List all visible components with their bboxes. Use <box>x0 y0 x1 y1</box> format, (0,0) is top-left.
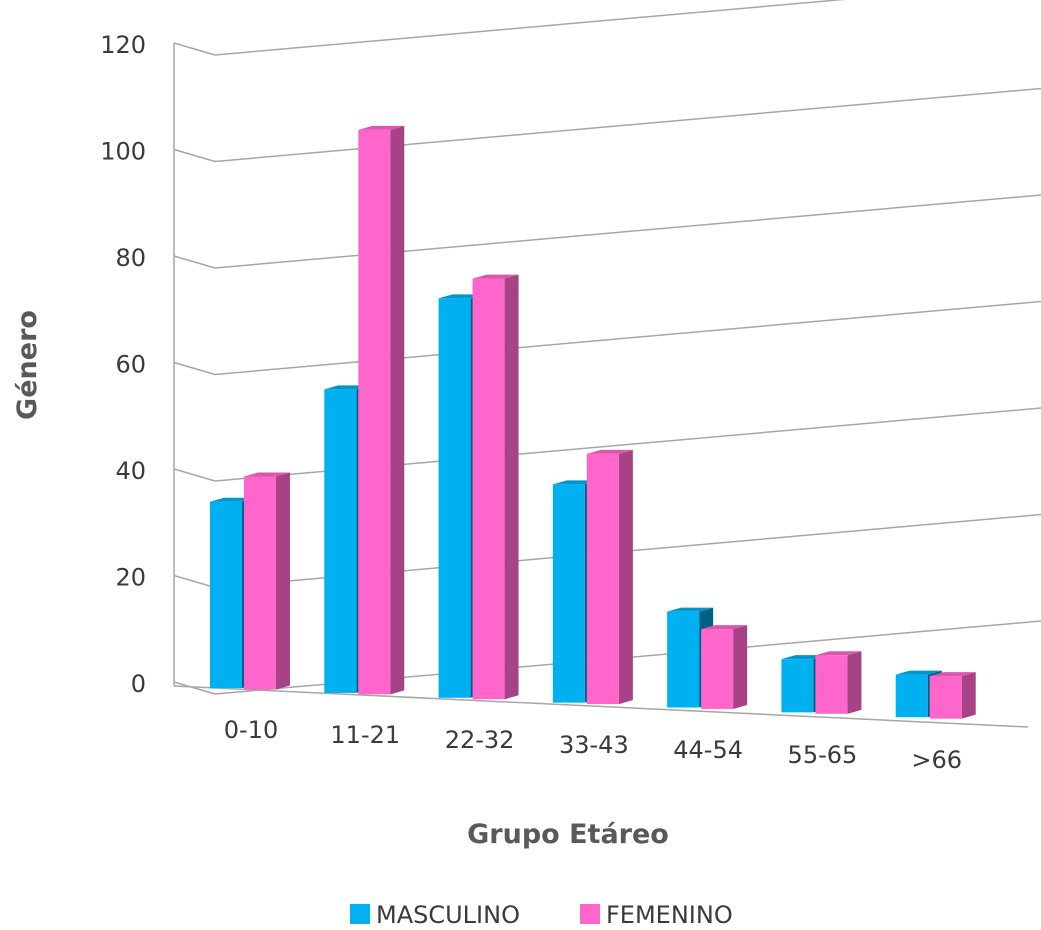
x-axis-ticks: 0-10 11-21 22-32 33-43 44-54 55-65 >66 <box>224 716 962 774</box>
gridline <box>214 194 1041 269</box>
y-tick-label: 100 <box>100 138 146 166</box>
x-tick-label: 33-43 <box>559 731 629 759</box>
y-axis-ticks: 0 20 40 60 80 100 120 <box>100 31 146 698</box>
y-tick-label: 80 <box>115 244 146 272</box>
bar-masculino-0 <box>210 501 242 689</box>
floor-front-edge <box>173 685 1029 728</box>
y-tick-label: 0 <box>131 670 146 698</box>
legend-label-femenino: FEMENINO <box>606 901 733 929</box>
bar-masculino-6 <box>895 674 928 718</box>
gridline-side <box>173 681 216 695</box>
x-tick-label: 44-54 <box>673 736 743 764</box>
gridline-side <box>173 255 216 269</box>
gridline-side <box>173 468 216 482</box>
bar-top <box>929 672 976 677</box>
bar-masculino-4 <box>667 611 700 708</box>
bar-top <box>815 651 862 656</box>
y-tick-label: 40 <box>115 457 146 485</box>
x-tick-label: 0-10 <box>224 716 278 744</box>
gridline-side <box>173 148 216 163</box>
bar-top <box>586 449 633 454</box>
legend: MASCULINO FEMENINO <box>350 901 733 929</box>
y-tick-label: 120 <box>100 31 146 59</box>
bar-side <box>390 125 405 695</box>
bar-femenino-6 <box>929 676 962 719</box>
bar-top <box>472 274 519 279</box>
bars <box>210 125 976 719</box>
gridline-side <box>173 574 216 589</box>
gridline <box>214 300 1041 376</box>
gridline-side <box>173 361 216 376</box>
bar-masculino-2 <box>438 298 471 698</box>
bar-top <box>701 625 748 630</box>
bar-femenino-3 <box>586 453 619 705</box>
bar-top <box>895 670 942 675</box>
bar-masculino-5 <box>781 659 814 713</box>
x-tick-label: >66 <box>911 746 962 774</box>
bar-side <box>618 449 633 705</box>
y-axis-title: Género <box>12 310 43 420</box>
x-tick-label: 11-21 <box>330 721 400 749</box>
bar-side <box>961 672 976 719</box>
bar-femenino-5 <box>815 655 848 714</box>
x-tick-label: 55-65 <box>788 741 858 769</box>
bar-masculino-1 <box>324 389 357 693</box>
gridline <box>214 0 846 56</box>
legend-swatch-femenino <box>580 904 600 924</box>
bar-top <box>667 607 714 612</box>
bar-masculino-3 <box>552 484 585 703</box>
gridline-side <box>173 42 216 56</box>
bar-femenino-0 <box>244 476 276 690</box>
bar-femenino-1 <box>358 129 391 695</box>
legend-label-masculino: MASCULINO <box>376 901 520 929</box>
bar-side <box>733 625 748 709</box>
x-axis-title: Grupo Etáreo <box>467 819 669 850</box>
bar-femenino-2 <box>472 278 505 700</box>
bar-top <box>244 472 290 477</box>
x-tick-label: 22-32 <box>445 726 515 754</box>
bar-side <box>504 274 519 700</box>
bar-side <box>276 472 290 690</box>
bar-side <box>847 651 862 714</box>
gridline <box>214 87 1041 163</box>
y-tick-label: 20 <box>115 564 146 592</box>
bar-top <box>358 125 405 130</box>
bar-femenino-4 <box>701 629 734 709</box>
legend-swatch-masculino <box>350 904 370 924</box>
y-tick-label: 60 <box>115 351 146 379</box>
